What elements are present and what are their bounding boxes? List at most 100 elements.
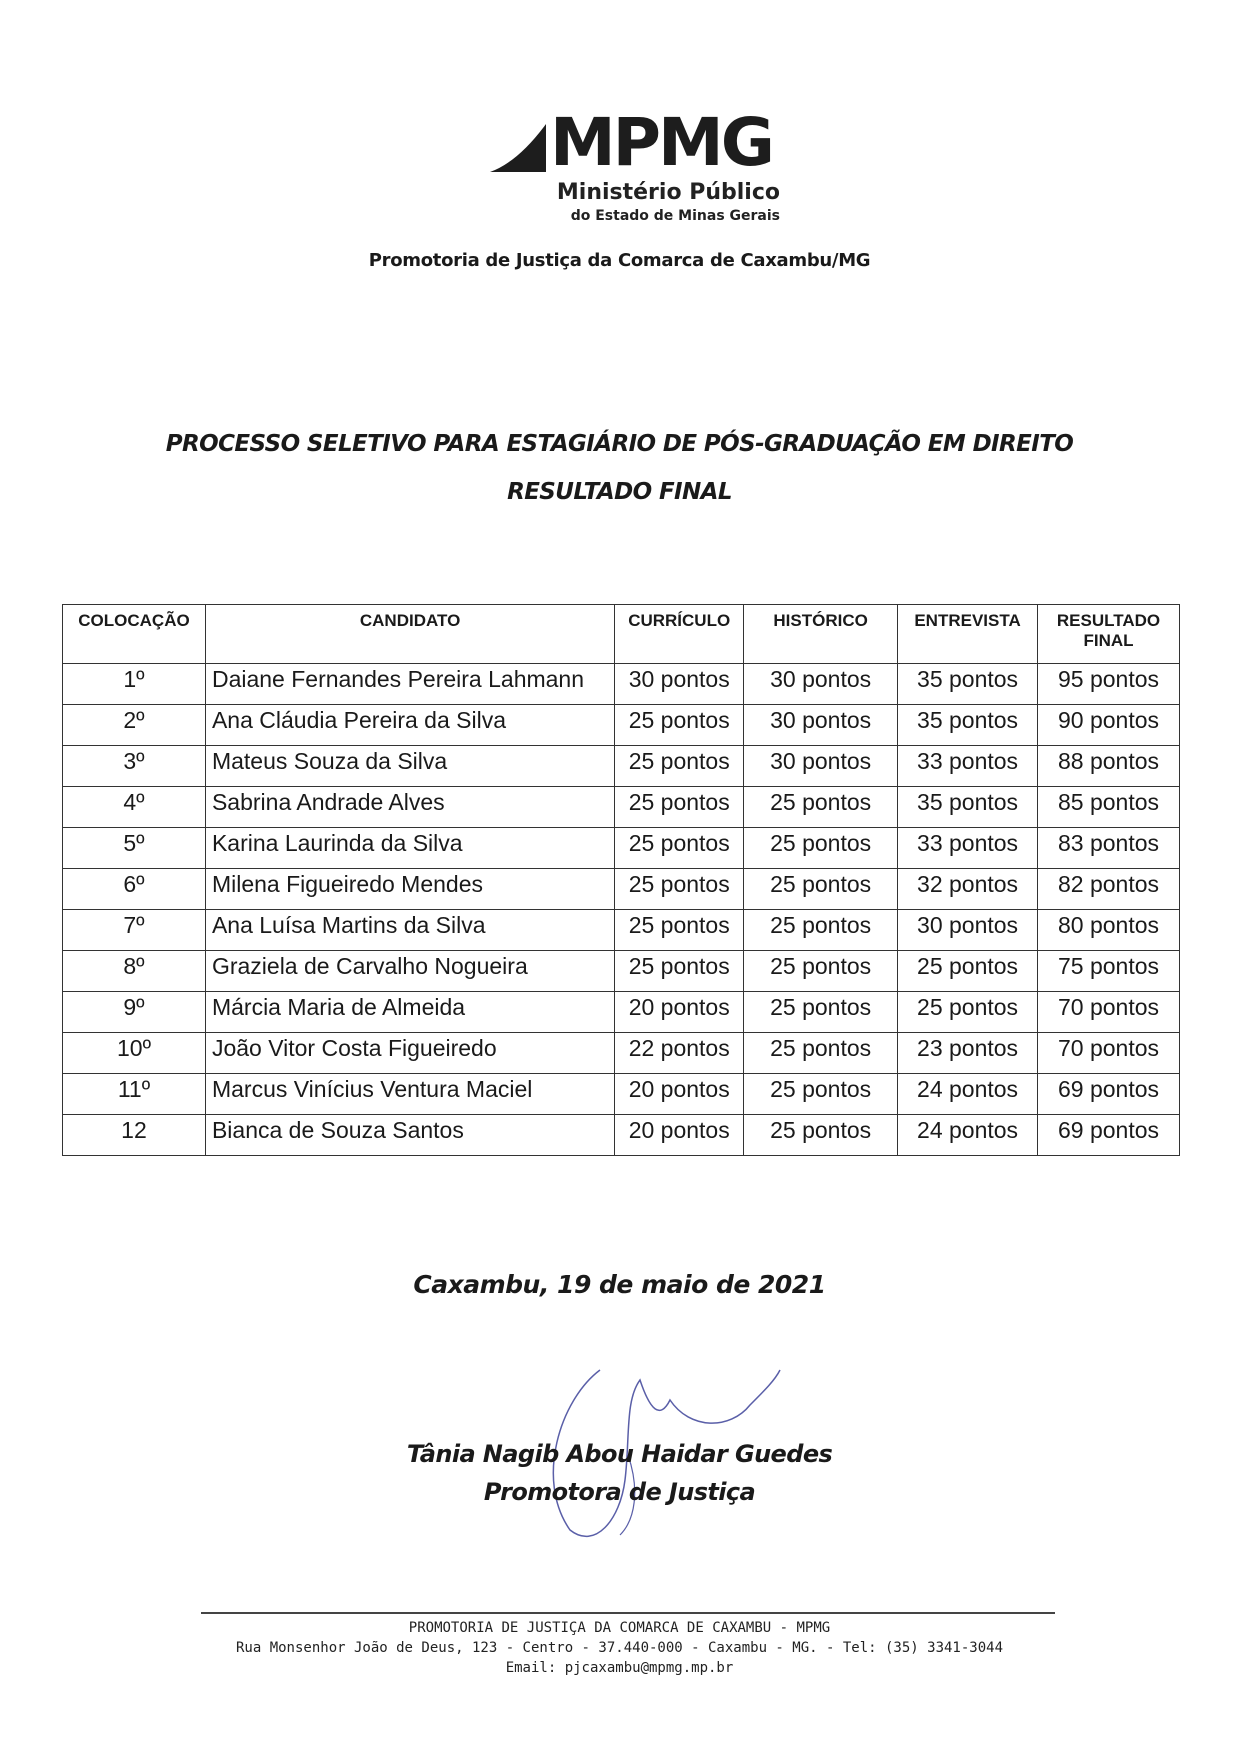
cell-curriculo: 25 pontos	[614, 950, 745, 992]
table-row: 10º João Vitor Costa Figueiredo 22 pontos 2…	[62, 1032, 1180, 1074]
handwritten-signature	[552, 1369, 781, 1537]
cell-entrevista: 33 pontos	[897, 745, 1039, 787]
cell-historico: 25 pontos	[743, 786, 899, 828]
logo-triangle-icon	[490, 124, 546, 172]
table-row: 9º Márcia Maria de Almeida 20 pontos 25 pon…	[62, 991, 1180, 1033]
cell-historico: 25 pontos	[743, 1073, 899, 1115]
table-header-row: COLOCAÇÃO CANDIDATO CURRÍCULO HISTÓRICO ENTR…	[62, 604, 1180, 664]
table-row: 11º Marcus Vinícius Ventura Maciel 20 pont…	[62, 1073, 1180, 1115]
cell-candidato: Milena Figueiredo Mendes	[204, 868, 616, 910]
cell-entrevista: 24 pontos	[897, 1114, 1039, 1156]
cell-resultado-final: 70 pontos	[1037, 1032, 1180, 1074]
cell-curriculo: 25 pontos	[614, 868, 745, 910]
column-header-candidato: CANDIDATO	[204, 604, 616, 664]
logo-line1: Ministério Público	[556, 180, 780, 205]
cell-resultado-final: 88 pontos	[1037, 745, 1180, 787]
cell-resultado-final: 69 pontos	[1037, 1073, 1180, 1115]
cell-colocacao: 9º	[62, 991, 206, 1033]
logo-text: MPMG	[550, 104, 775, 181]
cell-curriculo: 25 pontos	[614, 786, 745, 828]
cell-historico: 25 pontos	[743, 868, 899, 910]
table-row: 1º Daiane Fernandes Pereira Lahmann 30 pon…	[62, 663, 1180, 705]
cell-historico: 25 pontos	[743, 1114, 899, 1156]
cell-colocacao: 11º	[62, 1073, 206, 1115]
logo-line2: do Estado de Minas Gerais	[570, 208, 780, 224]
table-row: 5º Karina Laurinda da Silva 25 pontos 25 po…	[62, 827, 1180, 869]
cell-historico: 30 pontos	[743, 704, 899, 746]
footer-email: Email: pjcaxambu@mpmg.mp.br	[505, 1660, 734, 1676]
cell-candidato: Marcus Vinícius Ventura Maciel	[204, 1073, 616, 1115]
cell-colocacao: 8º	[62, 950, 206, 992]
table-row: 8º Graziela de Carvalho Nogueira 25 pontos…	[62, 950, 1180, 992]
document-title: PROCESSO SELETIVO PARA ESTAGIÁRIO DE PÓS…	[165, 431, 1074, 457]
cell-resultado-final: 95 pontos	[1037, 663, 1180, 705]
cell-resultado-final: 83 pontos	[1037, 827, 1180, 869]
cell-curriculo: 25 pontos	[614, 745, 745, 787]
table-row: 3º Mateus Souza da Silva 25 pontos 30 ponto…	[62, 745, 1180, 787]
table-row: 6º Milena Figueiredo Mendes 25 pontos 25 po…	[62, 868, 1180, 910]
cell-resultado-final: 85 pontos	[1037, 786, 1180, 828]
cell-curriculo: 20 pontos	[614, 991, 745, 1033]
footer-address: Rua Monsenhor João de Deus, 123 - Centro…	[235, 1640, 1003, 1656]
cell-curriculo: 25 pontos	[614, 827, 745, 869]
cell-curriculo: 30 pontos	[614, 663, 745, 705]
column-header-entrevista: ENTREVISTA	[897, 604, 1039, 664]
signer-role: Promotora de Justiça	[483, 1478, 756, 1506]
cell-resultado-final: 90 pontos	[1037, 704, 1180, 746]
cell-curriculo: 25 pontos	[614, 704, 745, 746]
cell-curriculo: 20 pontos	[614, 1114, 745, 1156]
cell-colocacao: 10º	[62, 1032, 206, 1074]
table-body: 1º Daiane Fernandes Pereira Lahmann 30 pon…	[62, 663, 1180, 1156]
cell-resultado-final: 70 pontos	[1037, 991, 1180, 1033]
cell-historico: 25 pontos	[743, 991, 899, 1033]
cell-colocacao: 6º	[62, 868, 206, 910]
table-row: 4º Sabrina Andrade Alves 25 pontos 25 ponto…	[62, 786, 1180, 828]
cell-colocacao: 4º	[62, 786, 206, 828]
cell-candidato: Mateus Souza da Silva	[204, 745, 616, 787]
cell-entrevista: 25 pontos	[897, 950, 1039, 992]
cell-historico: 25 pontos	[743, 827, 899, 869]
header-organization: Promotoria de Justiça da Comarca de Caxa…	[368, 250, 871, 271]
column-header-curriculo: CURRÍCULO	[614, 604, 745, 664]
cell-entrevista: 30 pontos	[897, 909, 1039, 951]
cell-colocacao: 5º	[62, 827, 206, 869]
table-row: 7º Ana Luísa Martins da Silva 25 pontos 25 …	[62, 909, 1180, 951]
cell-resultado-final: 69 pontos	[1037, 1114, 1180, 1156]
cell-entrevista: 23 pontos	[897, 1032, 1039, 1074]
cell-colocacao: 7º	[62, 909, 206, 951]
table-row: 12 Bianca de Souza Santos 20 pontos 25 pont…	[62, 1114, 1180, 1156]
cell-candidato: João Vitor Costa Figueiredo	[204, 1032, 616, 1074]
cell-candidato: Daiane Fernandes Pereira Lahmann	[204, 663, 616, 705]
cell-candidato: Graziela de Carvalho Nogueira	[204, 950, 616, 992]
cell-candidato: Karina Laurinda da Silva	[204, 827, 616, 869]
column-header-resultado-final: RESULTADO FINAL	[1037, 604, 1180, 664]
cell-candidato: Sabrina Andrade Alves	[204, 786, 616, 828]
cell-candidato: Márcia Maria de Almeida	[204, 991, 616, 1033]
results-table: COLOCAÇÃO CANDIDATO CURRÍCULO HISTÓRICO ENTR…	[62, 604, 1180, 1156]
cell-entrevista: 35 pontos	[897, 663, 1039, 705]
cell-entrevista: 24 pontos	[897, 1073, 1039, 1115]
cell-entrevista: 35 pontos	[897, 704, 1039, 746]
document-date: Caxambu, 19 de maio de 2021	[413, 1270, 826, 1299]
cell-historico: 25 pontos	[743, 950, 899, 992]
column-header-historico: HISTÓRICO	[743, 604, 899, 664]
mpmg-logo: MPMG Ministério Público do Estado de Min…	[488, 110, 780, 226]
cell-resultado-final: 80 pontos	[1037, 909, 1180, 951]
signer-name: Tânia Nagib Abou Haidar Guedes	[406, 1440, 833, 1468]
cell-curriculo: 25 pontos	[614, 909, 745, 951]
cell-historico: 25 pontos	[743, 909, 899, 951]
cell-candidato: Ana Luísa Martins da Silva	[204, 909, 616, 951]
footer-divider	[201, 1612, 1055, 1614]
cell-entrevista: 35 pontos	[897, 786, 1039, 828]
cell-entrevista: 33 pontos	[897, 827, 1039, 869]
cell-historico: 25 pontos	[743, 1032, 899, 1074]
table-row: 2º Ana Cláudia Pereira da Silva 25 pontos 3…	[62, 704, 1180, 746]
cell-curriculo: 22 pontos	[614, 1032, 745, 1074]
cell-colocacao: 2º	[62, 704, 206, 746]
document-subtitle: RESULTADO FINAL	[507, 479, 732, 505]
column-header-colocacao: COLOCAÇÃO	[62, 604, 206, 664]
cell-colocacao: 3º	[62, 745, 206, 787]
cell-colocacao: 1º	[62, 663, 206, 705]
cell-candidato: Bianca de Souza Santos	[204, 1114, 616, 1156]
cell-candidato: Ana Cláudia Pereira da Silva	[204, 704, 616, 746]
